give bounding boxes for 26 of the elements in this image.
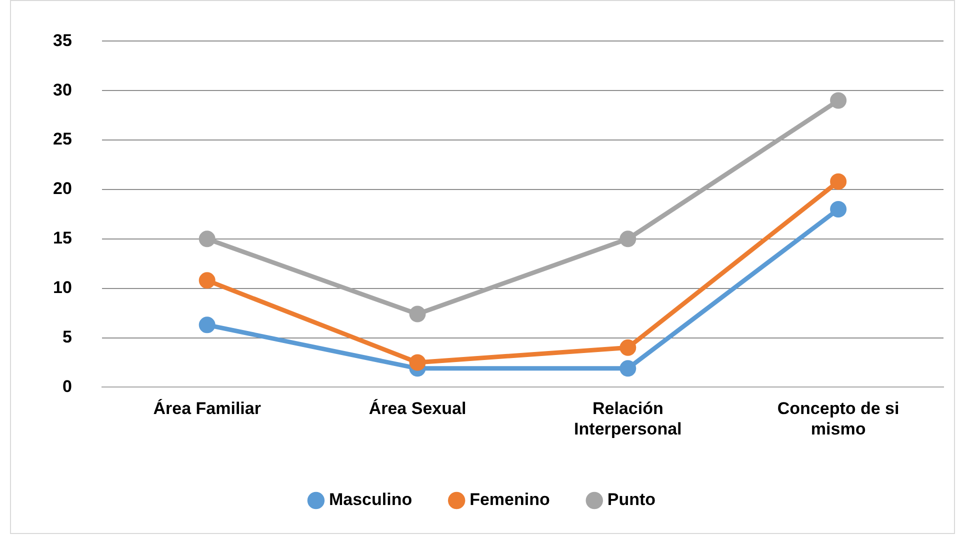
x-tick-label: Área Sexual xyxy=(368,398,466,418)
point xyxy=(620,230,636,248)
point xyxy=(830,201,847,218)
legend-label: Femenino xyxy=(470,490,550,510)
y-tick-label: 0 xyxy=(62,376,72,396)
point xyxy=(409,306,426,322)
x-tick-label: Área Familiar xyxy=(153,398,262,418)
x-tick-label: Relación Interpersonal xyxy=(574,399,682,438)
y-tick-label: 5 xyxy=(62,327,72,346)
point xyxy=(198,316,216,334)
point xyxy=(198,230,216,248)
legend-label: Punto xyxy=(607,490,656,510)
legend-label: Masculino xyxy=(328,490,412,510)
point xyxy=(830,92,847,109)
point xyxy=(830,173,847,190)
y-tick-label: 10 xyxy=(52,278,72,298)
y-tick-label: 30 xyxy=(52,80,72,100)
y-tick-label: 15 xyxy=(52,228,72,248)
point xyxy=(198,272,216,289)
point xyxy=(620,360,636,377)
y-tick-label: 35 xyxy=(52,30,72,50)
point xyxy=(620,339,636,356)
x-tick-label: Concepto de si mismo xyxy=(777,399,900,438)
point xyxy=(409,354,426,371)
y-tick-label: 25 xyxy=(52,130,72,149)
y-tick-label: 20 xyxy=(52,179,72,198)
